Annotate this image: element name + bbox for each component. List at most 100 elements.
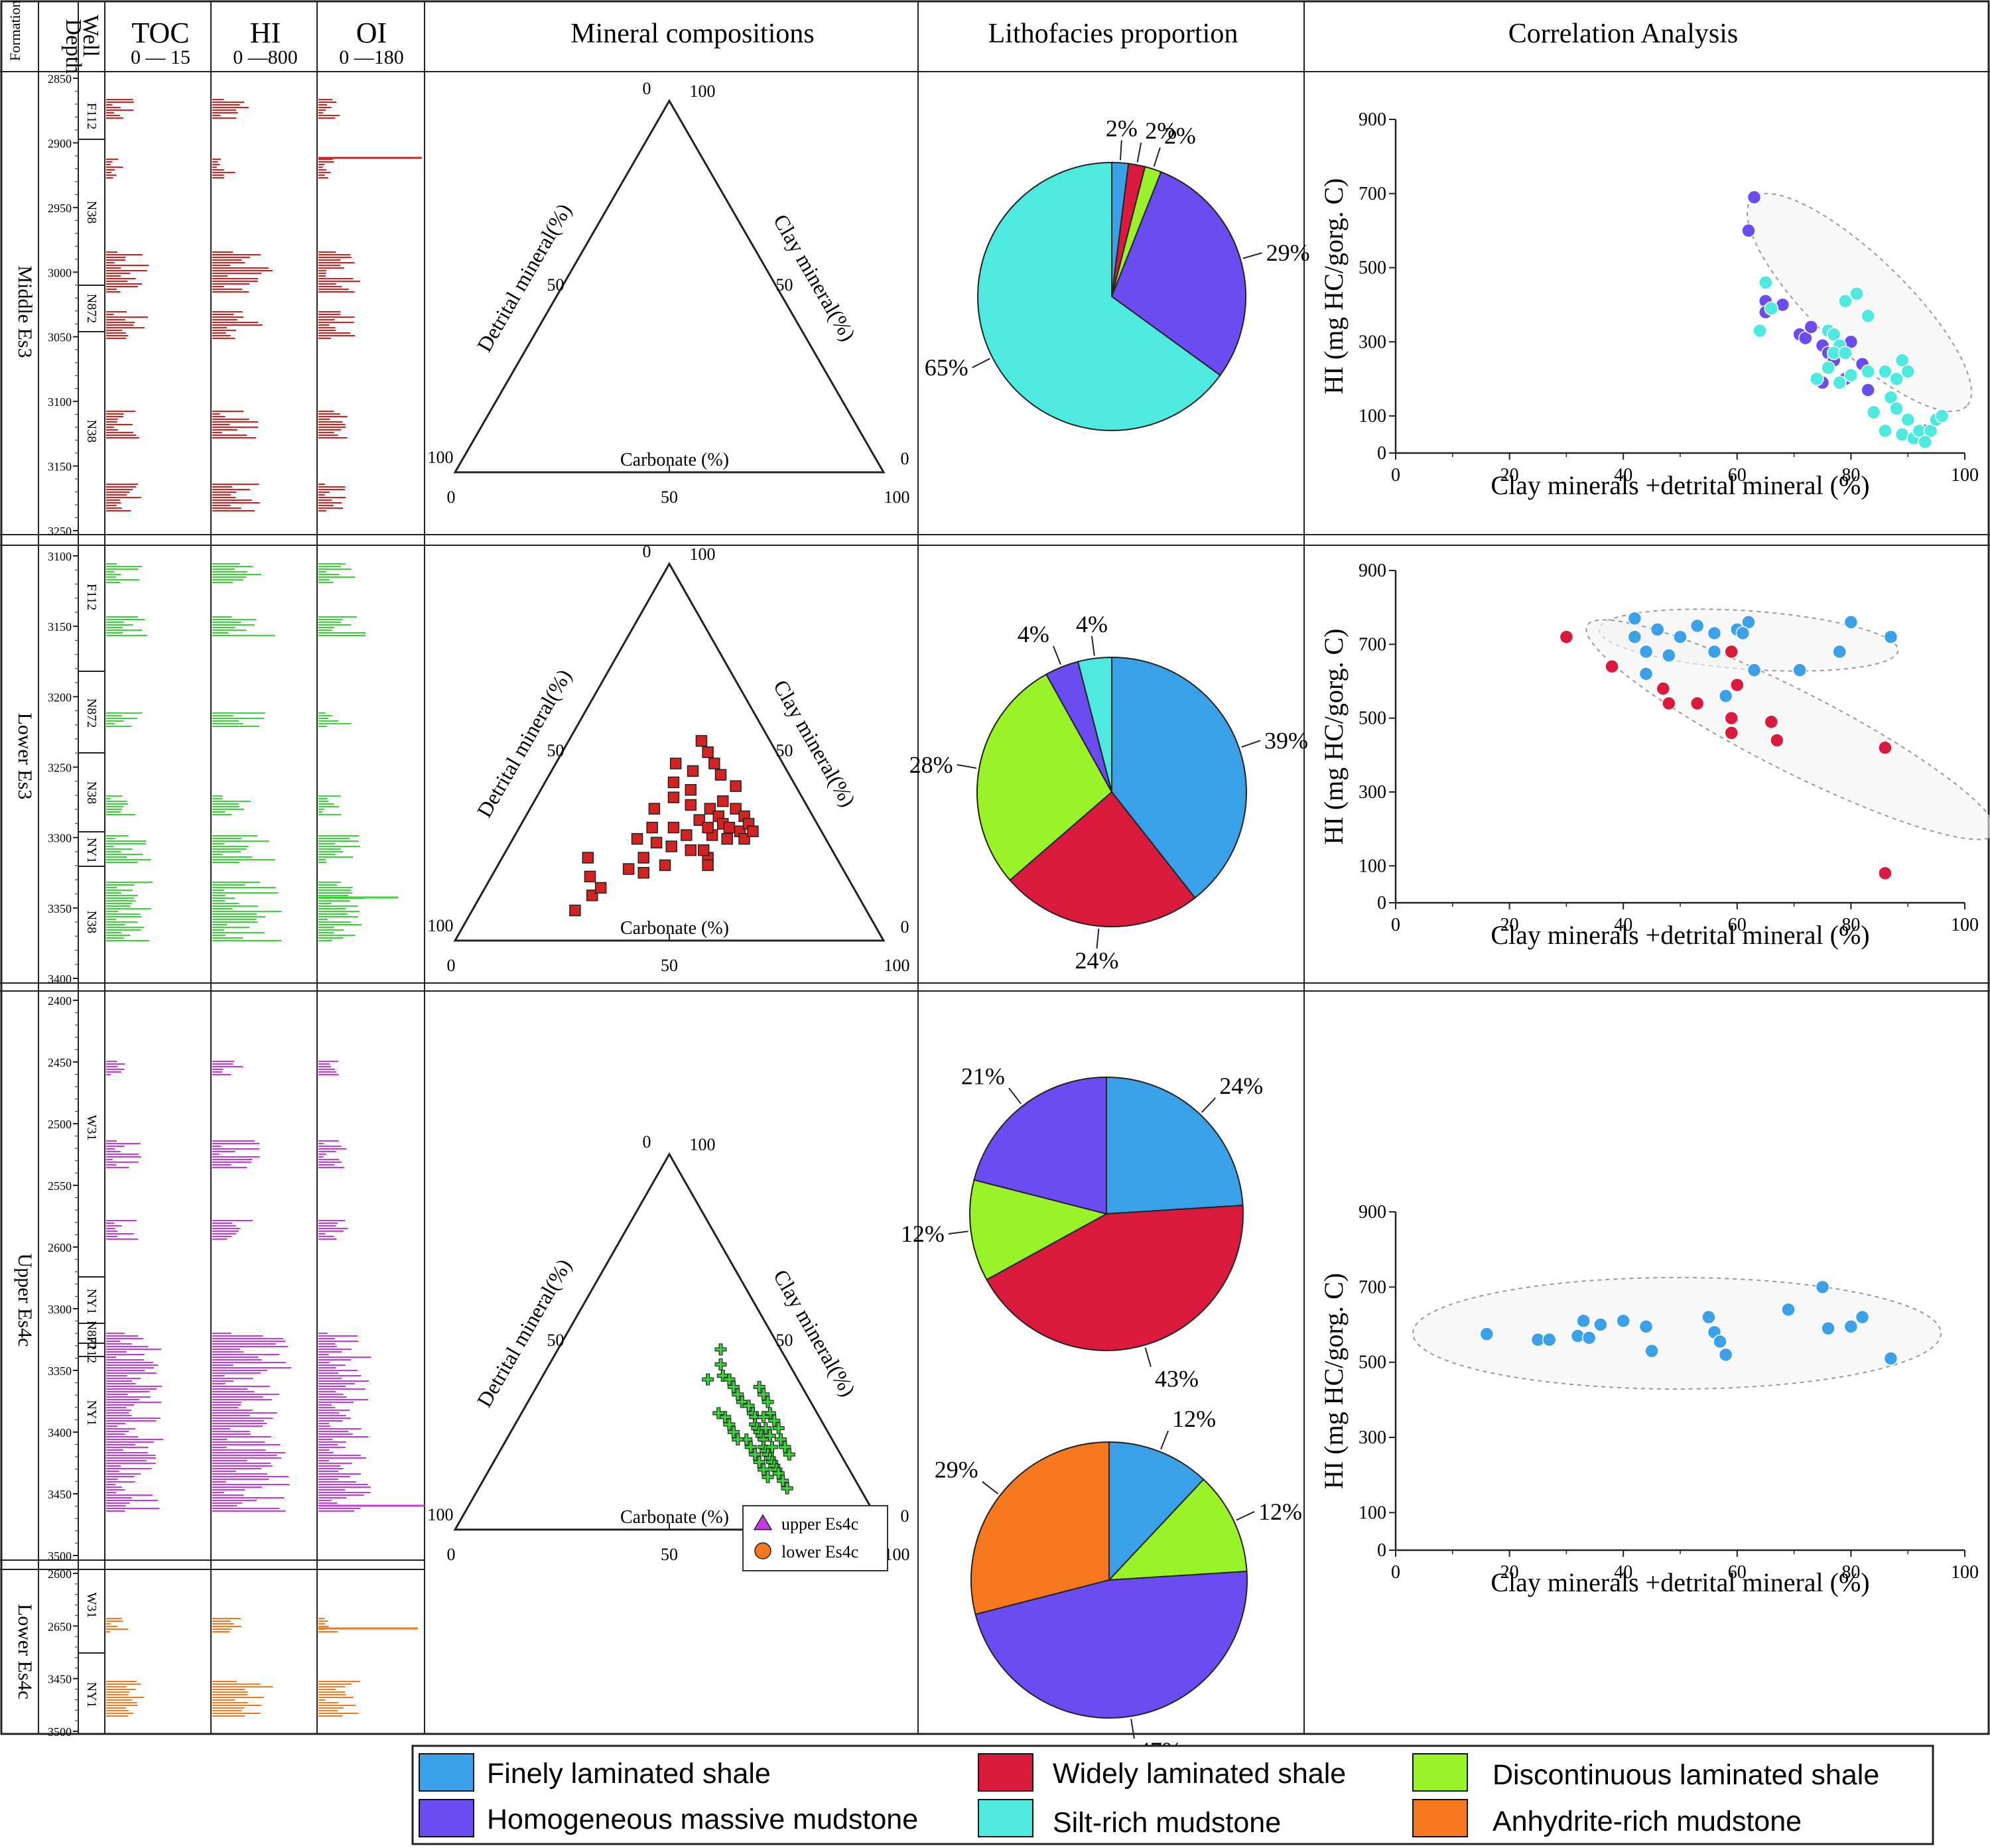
pie-leader-line [1242, 252, 1262, 259]
scatter-point [1707, 644, 1722, 659]
ternary-point-square [747, 825, 759, 838]
depth-tick-label: 3350 [48, 902, 72, 915]
ternary-point-square [646, 821, 658, 834]
ternary-point-square [667, 791, 680, 803]
frame-lines [0, 0, 1990, 1735]
scatter-point [1878, 364, 1892, 379]
ternary-point-plus [762, 1471, 773, 1483]
x-tick-label: 20 [1500, 465, 1519, 486]
x-tick-label: 20 [1500, 915, 1519, 935]
pie-leader-line [1091, 635, 1095, 656]
scatter-point [1804, 320, 1819, 334]
ternary-point-square [697, 844, 710, 856]
header-formation: Formation [7, 0, 23, 61]
well-label: N872 [84, 1321, 99, 1350]
ternary-point-plus [758, 1412, 769, 1423]
ternary-point-plus [715, 1344, 726, 1355]
ternary-point-plus [764, 1430, 775, 1441]
header-litho: Lithofacies proportion [988, 19, 1238, 49]
scatter-point [1605, 659, 1619, 674]
ternary-tick-label: 0 [447, 488, 456, 507]
x-tick-label: 0 [1391, 1562, 1400, 1583]
header-toc-range: 0 — 15 [131, 46, 190, 68]
ternary-point-plus [745, 1441, 756, 1453]
x-tick-label: 20 [1500, 1562, 1519, 1583]
scatter-point [1832, 644, 1847, 659]
ternary-point-square [708, 758, 720, 769]
ternary-point-square [582, 852, 594, 864]
scatter-point [1843, 1319, 1859, 1334]
formation-label: Upper Es4c [14, 1254, 36, 1347]
legend-circle-marker [754, 1542, 771, 1559]
scatter-point [1894, 353, 1910, 368]
scatter-point [1581, 1331, 1597, 1345]
pie-value-label: 2% [1106, 115, 1138, 141]
y-tick-label: 900 [1359, 109, 1386, 130]
pie-value-label: 29% [935, 1457, 978, 1483]
ternary-tick-label: 100 [428, 1505, 454, 1524]
scatter-point [1849, 286, 1864, 301]
header-toc: TOC [131, 17, 189, 49]
pie-value-label: 12% [1258, 1498, 1302, 1525]
pie-value-label: 4% [1018, 621, 1049, 647]
scatter-point [1593, 1317, 1608, 1332]
ternary-point-plus [773, 1468, 784, 1479]
pie-value-label: 2% [1145, 117, 1177, 144]
depth-tick-label: 2600 [48, 1567, 72, 1581]
legend-swatch-widely [978, 1753, 1033, 1792]
y-tick-label: 0 [1377, 1540, 1386, 1561]
ternary-point-plus [769, 1415, 780, 1426]
y-axis-label: HI (mg HC/gorg. C) [1319, 629, 1349, 845]
well-label: N38 [84, 911, 99, 933]
scatter-point [1718, 1347, 1733, 1362]
ternary-tick-label: 0 [643, 79, 651, 98]
ternary-point-square [681, 829, 693, 841]
scatter-point [1838, 346, 1853, 360]
pie-value-label: 24% [1219, 1073, 1263, 1099]
well-label: N38 [84, 201, 99, 224]
y-tick-label: 0 [1377, 443, 1386, 464]
x-tick-label: 60 [1728, 465, 1747, 486]
pie-value-label: 28% [909, 752, 953, 778]
ternary-point-plus [767, 1441, 778, 1453]
scatter-point [1815, 1280, 1830, 1295]
scatter-point [1741, 615, 1756, 629]
well-label: F112 [84, 584, 99, 610]
scatter-point [1770, 733, 1784, 748]
y-tick-label: 700 [1359, 634, 1386, 655]
well-label: NY1 [84, 1400, 99, 1426]
depth-tick-label: 3150 [48, 460, 72, 474]
scatter-point [1878, 423, 1892, 438]
depth-tick-label: 3500 [48, 1725, 72, 1739]
ternary-tick-label: 0 [901, 917, 909, 937]
ternary-point-square [584, 870, 596, 883]
ternary-point-plus [728, 1426, 739, 1437]
ternary-point-plus [773, 1423, 784, 1434]
scatter-point [1861, 308, 1875, 323]
ternary-point-square [693, 814, 705, 826]
well-label: N872 [84, 698, 99, 728]
pie-leader-line [948, 1230, 968, 1235]
depth-tick-label: 2900 [48, 137, 72, 150]
ternary-point-square [685, 844, 697, 856]
y-tick-label: 100 [1359, 1502, 1386, 1523]
pie-leader-line [1052, 645, 1061, 665]
ternary-tick-label: 0 [447, 956, 456, 975]
scatter-point [1690, 618, 1705, 633]
depth-tick-label: 3050 [48, 331, 72, 344]
cluster-ellipse [1412, 1277, 1942, 1390]
formation-labels: Middle Es3 Lower Es3 Upper Es4c Lower Es… [14, 265, 36, 1699]
x-tick-label: 80 [1841, 1562, 1860, 1583]
pie-value-label: 29% [1266, 239, 1310, 266]
scatter-point [1781, 1302, 1796, 1317]
y-tick-label: 500 [1359, 708, 1386, 729]
depth-tick-label: 2600 [48, 1241, 72, 1254]
depth-tick-label: 3150 [48, 620, 72, 633]
ternary-point-square [650, 836, 663, 849]
y-tick-label: 300 [1359, 782, 1386, 803]
ternary-point-square [569, 904, 581, 917]
depth-tick-label: 3400 [48, 972, 72, 986]
scatter-point [1730, 677, 1745, 693]
scatter-point [1764, 301, 1779, 316]
header-corr: Correlation Analysis [1508, 19, 1738, 49]
